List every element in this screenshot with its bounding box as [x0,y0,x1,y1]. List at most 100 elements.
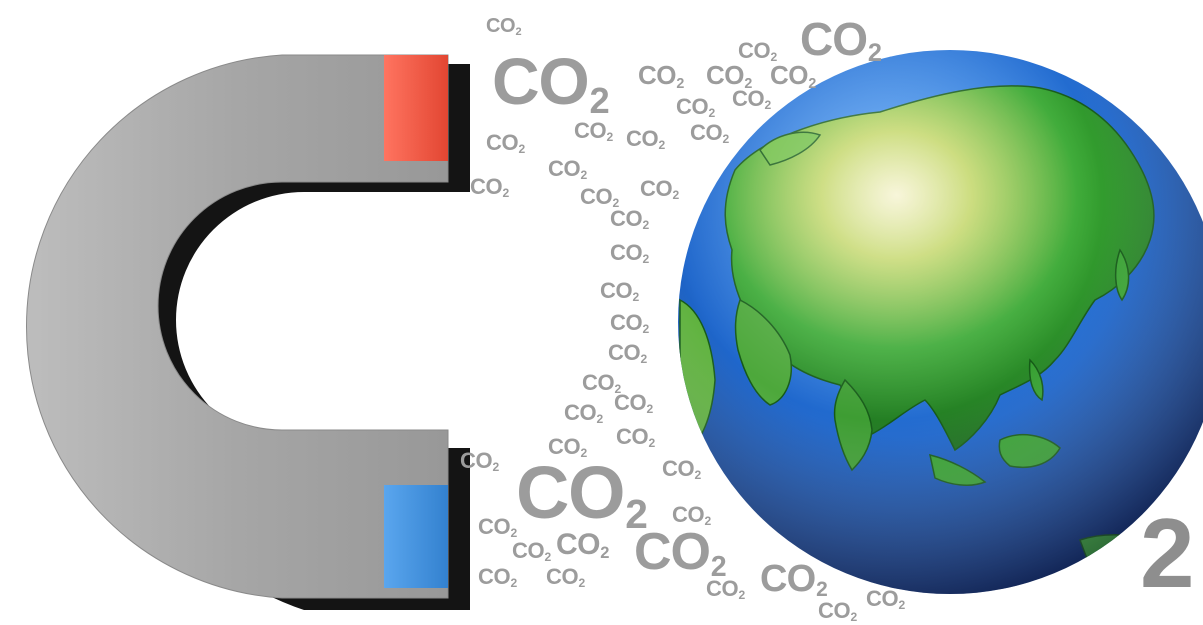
co2-label: CO2 [610,240,649,267]
co2-label: CO2 [556,530,609,562]
co2-subscript: 2 [672,188,679,203]
co2-label: CO2 [770,62,816,91]
co2-letters: CO [556,528,600,561]
co2-label: CO2 [600,278,639,305]
co2-letters: CO [546,564,579,589]
co2-letters: CO [614,390,647,415]
co2-subscript: 2 [606,130,613,145]
co2-label: CO2 [690,120,729,147]
co2-letters: CO [732,86,765,111]
co2-letters: CO [760,558,816,600]
co2-label: CO2 [460,448,499,475]
co2-subscript: 2 [704,514,711,529]
co2-label: CO2 [470,174,509,201]
co2-subscript: 2 [722,132,729,147]
co2-letters: CO [672,502,705,527]
co2-letters: CO [486,130,519,155]
co2-subscript: 2 [642,252,649,267]
co2-subscript: 2 [738,588,745,603]
co2-subscript: 2 [764,98,771,113]
co2-label: CO2 [564,402,603,426]
co2-subscript: 2 [816,578,828,602]
co2-letters: CO [616,424,649,449]
co2-letters: CO [574,118,607,143]
co2-letters: CO [610,240,643,265]
co2-subscript: 2 [580,446,587,461]
co2-subscript: 2 [770,50,777,65]
co2-letters: CO [478,564,511,589]
co2-label: CO2 [610,310,649,337]
co2-subscript: 2 [676,75,684,92]
co2-subscript: 2 [625,491,648,538]
co2-label: CO2 [640,178,679,203]
co2-subscript: 2 [492,460,499,475]
co2-label: CO2 [546,564,585,591]
co2-label: CO2 [706,576,745,603]
co2-subscript: 2 [614,382,621,397]
co2-label: CO2 [512,538,551,565]
co2-subscript: 2 [580,168,587,183]
co2-subscript: 2 [518,142,525,157]
co2-subscript: 2 [640,352,647,367]
co2-subscript: 2 [578,576,585,591]
co2-letters: CO [610,206,643,231]
co2-label: CO2 [638,62,684,91]
co2-label: CO2 [626,126,665,153]
co2-subscript: 2 [808,75,816,92]
co2-label: CO2 [492,48,610,122]
co2-label: CO2 [662,456,701,483]
large-subscript-two: 2 [1140,498,1195,608]
co2-label: CO2 [760,558,828,602]
co2-letters: CO [706,576,739,601]
co2-letters: CO [662,456,695,481]
co2-letters: CO [770,60,808,90]
co2-letters: CO [600,278,633,303]
magnet-south-pole [384,485,448,588]
co2-subscript: 2 [544,550,551,565]
co2-subscript: 2 [744,75,752,92]
magnet-icon [25,54,471,610]
co2-subscript: 2 [710,551,727,584]
co2-label: CO2 [582,370,621,397]
co2-subscript: 2 [642,218,649,233]
co2-subscript: 2 [648,436,655,451]
co2-label: CO2 [676,96,715,120]
co2-label: CO2 [634,523,727,584]
globe-ocean [678,50,1203,594]
magnet-north-pole [384,55,448,161]
co2-subscript: 2 [867,39,882,68]
co2-subscript: 2 [658,138,665,153]
co2-letters: CO [706,60,744,90]
co2-label: CO2 [800,16,882,68]
co2-letters: CO [548,156,581,181]
co2-letters: CO [470,174,503,199]
co2-letters: CO [866,586,899,611]
co2-subscript: 2 [632,290,639,305]
co2-label: CO2 [580,184,619,211]
co2-letters: CO [460,448,493,473]
co2-letters: CO [478,514,511,539]
co2-letters: CO [634,523,711,581]
co2-subscript: 2 [694,468,701,483]
co2-label: CO2 [818,598,857,624]
co2-letters: CO [512,538,545,563]
co2-label: CO2 [610,206,649,233]
co2-label: CO2 [706,62,752,91]
co2-label: CO2 [486,130,525,157]
co2-subscript: 2 [502,186,509,201]
co2-letters: CO [548,434,581,459]
co2-subscript: 2 [589,80,609,122]
co2-letters: CO [626,126,659,151]
co2-label: CO2 [614,390,653,416]
co2-letters: CO [818,598,851,623]
co2-letters: CO [610,310,643,335]
co2-label: CO2 [616,424,655,451]
co2-letters: CO [690,120,723,145]
co2-label: CO2 [478,514,517,540]
co2-subscript: 2 [612,196,619,211]
co2-letters: CO [580,184,613,209]
co2-subscript: 2 [642,322,649,337]
co2-letters: CO [582,370,615,395]
co2-label: CO2 [574,118,613,145]
